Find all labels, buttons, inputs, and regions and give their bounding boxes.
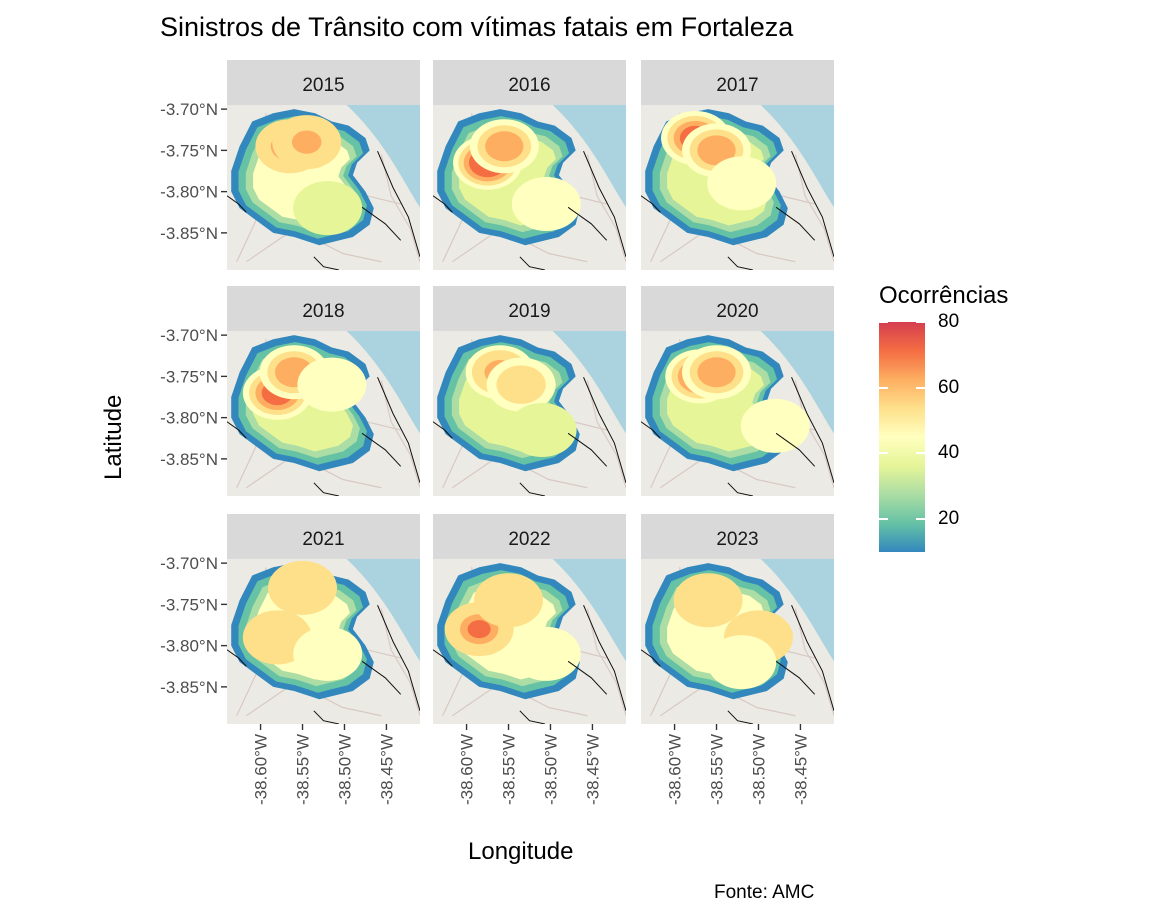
map-tile [433, 559, 626, 724]
hotspot-contour [507, 403, 577, 457]
hotspot-contour [754, 409, 796, 443]
x-tick-label: -38.55°W [294, 734, 313, 805]
legend-tick-label: 40 [938, 442, 960, 464]
hotspot-contour [707, 156, 777, 211]
hotspot-contour [293, 181, 363, 236]
y-tick-label: -3.70°N [160, 100, 218, 119]
facet-label: 2021 [302, 529, 344, 550]
x-tick-label: -38.50°W [541, 734, 560, 805]
map-tile [227, 331, 420, 496]
hotspot-contour [511, 177, 581, 231]
y-tick-label: -3.85°N [160, 450, 218, 469]
x-tick-label: -38.60°W [252, 734, 271, 805]
facet-label: 2018 [302, 301, 344, 322]
y-tick-label: -3.70°N [160, 326, 218, 345]
legend-tick-label: 80 [938, 311, 960, 332]
y-tick-label: -3.70°N [160, 554, 218, 573]
hotspot-contour [506, 373, 536, 397]
facet-panel-2019: 2019 [433, 286, 626, 496]
legend-tick-label: 60 [938, 376, 960, 398]
legend-tick-mark [879, 386, 888, 389]
facet-strip [433, 286, 626, 331]
facet-panel-2021: 2021 [227, 514, 420, 724]
source-caption: Fonte: AMC [714, 882, 815, 903]
facet-label: 2019 [508, 301, 550, 322]
map-tile [641, 331, 834, 496]
y-tick-label: -3.75°N [160, 367, 218, 386]
legend-tick-mark [916, 321, 925, 323]
x-tick-label: -38.45°W [377, 734, 396, 805]
x-tick-label: -38.60°W [666, 734, 685, 805]
hotspot-contour [705, 363, 729, 382]
x-tick-label: -38.45°W [583, 734, 602, 805]
legend-tick-mark [879, 518, 888, 521]
facet-label: 2017 [716, 75, 758, 96]
y-tick-label: -3.80°N [160, 183, 218, 202]
facet-strip [641, 514, 834, 559]
facet-label: 2020 [716, 301, 758, 322]
legend-title: Ocorrências [879, 282, 1009, 309]
map-tile [227, 559, 420, 724]
facet-strip [433, 60, 626, 105]
facet-panel-2015: 2015 [227, 60, 420, 270]
y-tick-label: -3.80°N [160, 409, 218, 428]
hotspot-contour [707, 635, 777, 690]
facet-strip [641, 60, 834, 105]
facet-panel-2022: 2022 [433, 514, 626, 724]
legend-tick-mark [916, 386, 925, 389]
x-tick-label: -38.60°W [458, 734, 477, 805]
x-tick-label: -38.55°W [500, 734, 519, 805]
legend-tick-mark [916, 518, 925, 521]
facet-panel-2020: 2020 [641, 286, 834, 496]
hotspot-contour [281, 571, 324, 605]
facet-strip [641, 286, 834, 331]
x-axis-label: Longitude [468, 838, 574, 865]
facet-strip [227, 514, 420, 559]
x-tick-label: -38.50°W [335, 734, 354, 805]
hotspot-contour [511, 626, 581, 681]
hotspot-contour [467, 620, 491, 639]
facet-strip [227, 286, 420, 331]
facet-label: 2016 [508, 75, 550, 96]
y-tick-label: -3.75°N [160, 141, 218, 160]
facet-label: 2023 [716, 529, 758, 550]
hotspot-contour [705, 141, 729, 160]
map-tile [433, 331, 626, 496]
y-tick-label: -3.75°N [160, 595, 218, 614]
y-tick-label: -3.85°N [160, 678, 218, 697]
map-tile [227, 105, 420, 270]
facet-strip [227, 60, 420, 105]
chart-title: Sinistros de Trânsito com vítimas fatais… [160, 12, 794, 42]
hotspot-contour [487, 584, 530, 617]
hotspot-contour [293, 626, 363, 681]
facet-strip [433, 514, 626, 559]
x-tick-label: -38.45°W [791, 734, 810, 805]
map-tile [641, 105, 834, 270]
facet-panel-2018: 2018 [227, 286, 420, 496]
map-tile [433, 105, 626, 270]
map-tile [641, 559, 834, 724]
hotspot-contour [291, 130, 322, 154]
y-axis-label: Latitude [100, 394, 127, 480]
facet-panel-2017: 2017 [641, 60, 834, 270]
hotspot-contour [492, 137, 516, 156]
legend-tick-mark [916, 452, 925, 455]
legend-colorbar [879, 322, 925, 552]
x-tick-label: -38.50°W [749, 734, 768, 805]
facet-panel-2016: 2016 [433, 60, 626, 270]
facet-label: 2015 [302, 75, 344, 96]
legend-tick-label: 20 [938, 508, 960, 530]
facet-label: 2022 [508, 529, 550, 550]
hotspot-contour [673, 573, 743, 628]
x-tick-label: -38.55°W [708, 734, 727, 805]
y-tick-label: -3.80°N [160, 637, 218, 656]
y-tick-label: -3.85°N [160, 224, 218, 243]
facet-panel-2023: 2023 [641, 514, 834, 724]
hotspot-contour [297, 357, 367, 412]
legend-tick-mark [879, 321, 888, 323]
legend-tick-mark [879, 452, 888, 455]
